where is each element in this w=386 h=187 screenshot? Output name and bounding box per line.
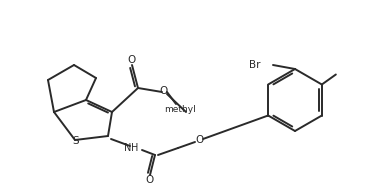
Text: Br: Br (249, 60, 261, 70)
Text: S: S (73, 136, 79, 146)
Text: O: O (195, 135, 203, 145)
Text: O: O (159, 86, 167, 96)
Text: H: H (131, 143, 139, 153)
Text: O: O (145, 175, 153, 185)
Text: methyl: methyl (164, 105, 196, 114)
Text: N: N (124, 143, 132, 153)
Text: O: O (127, 55, 135, 65)
